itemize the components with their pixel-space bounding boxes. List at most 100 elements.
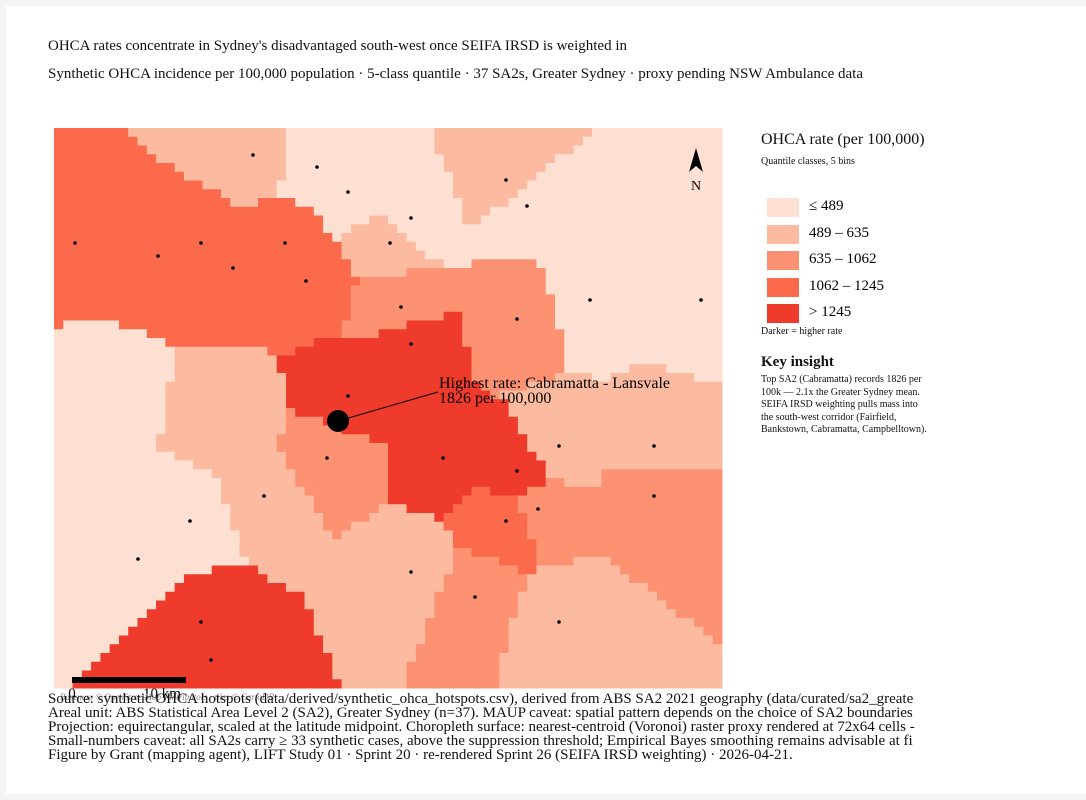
map-cell <box>564 329 723 339</box>
centroid <box>188 519 192 523</box>
map-cell <box>350 259 445 269</box>
map-cell <box>230 513 324 523</box>
map-cell <box>471 373 556 383</box>
map-cell <box>54 320 64 330</box>
map-cell <box>332 670 408 680</box>
map-cell <box>54 303 352 313</box>
map-cell <box>536 556 575 566</box>
map-cell <box>517 425 723 435</box>
map-cell <box>499 390 723 400</box>
map-cell <box>378 329 463 339</box>
map-cell <box>601 469 723 479</box>
map-cell <box>545 268 723 278</box>
map-cell <box>304 600 435 610</box>
centroid <box>262 494 266 498</box>
map-cell <box>54 469 213 479</box>
map-cell <box>499 661 723 671</box>
map-cell <box>425 250 723 260</box>
map-cell <box>341 679 408 689</box>
map-cell <box>54 171 185 181</box>
map-cell <box>285 145 435 155</box>
map-cell <box>285 425 343 435</box>
map-cell <box>285 381 482 391</box>
centroid <box>652 494 656 498</box>
map-cell <box>527 574 630 584</box>
map-cell <box>54 626 129 636</box>
map-cell <box>527 530 723 540</box>
map-cell <box>350 521 445 531</box>
map-cell <box>555 373 593 383</box>
legend-label: 635 – 1062 <box>809 251 877 267</box>
centroid <box>515 317 519 321</box>
map-cell <box>564 338 723 348</box>
map-cell <box>54 276 361 286</box>
map-cell <box>490 486 528 496</box>
map-cell <box>285 583 445 593</box>
map-cell <box>517 416 723 426</box>
map-cell <box>536 565 621 575</box>
map-cell <box>471 259 537 269</box>
map-cell <box>369 434 528 444</box>
map-cell <box>156 434 278 444</box>
map-cell <box>341 241 417 251</box>
map-cell <box>54 670 83 680</box>
map-cell <box>471 364 565 374</box>
map-cell <box>54 513 231 523</box>
map-cell <box>480 381 528 391</box>
map-cell <box>304 591 435 601</box>
map-cell <box>350 311 445 321</box>
map-cell <box>462 311 556 321</box>
legend-swatch <box>767 277 799 297</box>
map-cell <box>165 338 315 348</box>
map-cell <box>536 259 723 269</box>
map-cell <box>267 574 445 584</box>
map-cell <box>452 565 519 575</box>
scale-bar <box>72 677 186 683</box>
map-cell <box>443 583 528 593</box>
centroid <box>473 595 477 599</box>
map-cell <box>54 189 222 199</box>
map-cell <box>341 530 454 540</box>
map-cell <box>462 206 491 216</box>
map-cell <box>313 504 380 514</box>
map-cell <box>54 373 176 383</box>
map-cell <box>54 338 166 348</box>
map-cell <box>564 346 723 356</box>
map-cell <box>452 539 537 549</box>
map-cell <box>452 556 500 566</box>
map-cell <box>295 478 389 488</box>
map-cell <box>248 556 454 566</box>
map-cell <box>517 495 723 505</box>
map-cell <box>527 486 723 496</box>
map-cell <box>221 478 296 488</box>
map-cell <box>54 495 222 505</box>
map-cell <box>545 285 723 295</box>
map-cell <box>54 548 241 558</box>
map-cell <box>174 355 278 365</box>
map-cell <box>406 233 723 243</box>
map-cell <box>165 408 287 418</box>
centroid <box>156 254 160 258</box>
map-cell <box>332 233 343 243</box>
map-cell <box>619 565 723 575</box>
map-cell <box>54 653 101 663</box>
map-cell <box>63 320 120 330</box>
map-cell <box>239 548 454 558</box>
map-cell <box>54 163 176 173</box>
map-cell <box>54 609 148 619</box>
centroid <box>199 241 203 245</box>
centroid <box>399 305 403 309</box>
map-cell <box>694 373 723 383</box>
map-cell <box>490 206 723 216</box>
map-cell <box>350 268 408 278</box>
map-cell <box>545 460 723 470</box>
map-cell <box>202 180 278 190</box>
map-cell <box>295 469 389 479</box>
map-cell <box>54 145 148 155</box>
map-cell <box>304 486 389 496</box>
map-cell <box>434 128 593 138</box>
annotation-label: 1826 per 100,000 <box>439 390 551 407</box>
scale-label: 10 km <box>143 686 181 702</box>
map-cell <box>258 565 454 575</box>
map-cell <box>54 329 148 339</box>
